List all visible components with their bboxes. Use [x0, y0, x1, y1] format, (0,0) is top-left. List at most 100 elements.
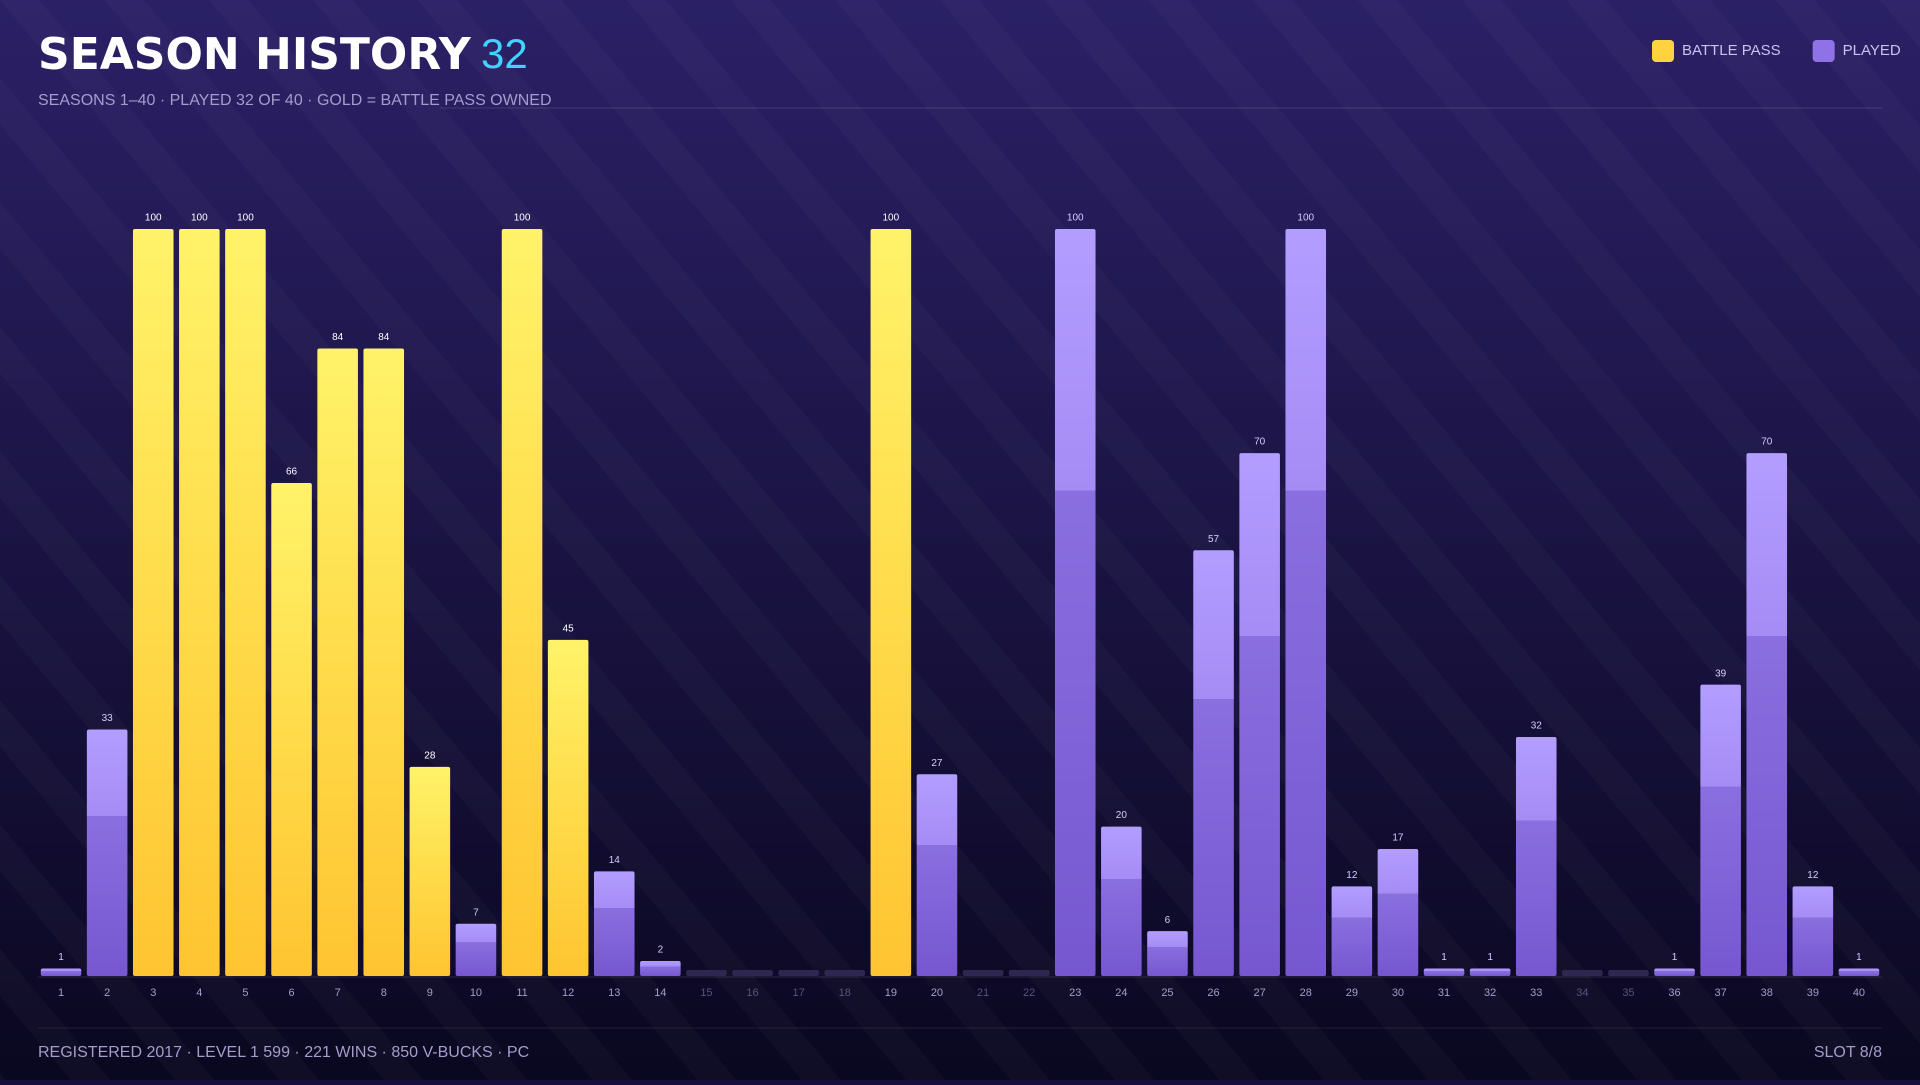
legend-label: PLAYED [1843, 42, 1901, 59]
value-label: 12 [1346, 870, 1358, 881]
bar-empty [824, 970, 866, 976]
x-tick-label: 14 [654, 987, 666, 999]
x-tick-label: 35 [1622, 987, 1634, 999]
value-label: 100 [145, 213, 162, 224]
x-tick-label: 4 [196, 987, 202, 999]
bar-empty [1608, 970, 1649, 976]
value-label: 20 [1116, 810, 1128, 821]
x-tick-label: 31 [1438, 987, 1450, 999]
x-tick-label: 38 [1761, 987, 1773, 999]
x-tick-label: 6 [288, 987, 294, 999]
x-tick-label: 37 [1715, 987, 1727, 999]
value-label: 28 [424, 750, 436, 761]
x-tick-label: 30 [1392, 987, 1404, 999]
bar [1792, 886, 1834, 976]
x-tick-label: 20 [931, 987, 943, 999]
subtitle: SEASONS 1–40 · PLAYED 32 OF 40 · GOLD = … [38, 92, 552, 109]
x-tick-label: 15 [700, 987, 712, 999]
x-tick-label: 33 [1530, 987, 1542, 999]
value-label: 6 [1165, 915, 1171, 926]
footer: REGISTERED 2017 · LEVEL 1 599 · 221 WINS… [38, 1044, 529, 1061]
bar [1654, 968, 1695, 976]
bar [1285, 229, 1327, 976]
bar-empty [962, 970, 1004, 976]
bar [1469, 968, 1511, 976]
value-label: 100 [514, 213, 531, 224]
value-label: 100 [1297, 213, 1314, 224]
title-count: 32 [481, 30, 528, 77]
legend-label: BATTLE PASS [1682, 42, 1781, 59]
x-tick-label: 22 [1023, 987, 1035, 999]
x-tick-label: 36 [1668, 987, 1680, 999]
bar [1515, 736, 1557, 976]
bar [225, 229, 266, 976]
value-label: 2 [658, 945, 664, 956]
x-tick-label: 11 [516, 987, 527, 999]
value-label: 100 [883, 213, 900, 224]
bar [1331, 886, 1373, 976]
value-label: 1 [1856, 952, 1862, 963]
value-label: 7 [473, 907, 479, 918]
x-tick-label: 28 [1300, 987, 1312, 999]
value-label: 70 [1254, 437, 1266, 448]
bar [1193, 550, 1234, 976]
bar [86, 729, 128, 976]
x-tick-label: 5 [242, 987, 248, 999]
bar [179, 229, 220, 976]
slot: SLOT 8/8 [1814, 1044, 1882, 1061]
bar [501, 229, 543, 976]
x-tick-label: 13 [608, 987, 620, 999]
value-label: 1 [1441, 952, 1447, 963]
value-label: 1 [1487, 952, 1493, 963]
x-tick-label: 18 [839, 987, 851, 999]
value-label: 1 [1672, 952, 1678, 963]
value-label: 14 [609, 855, 621, 866]
value-label: 45 [563, 623, 575, 634]
bar [1746, 453, 1788, 977]
value-label: 32 [1531, 721, 1543, 732]
value-label: 1 [58, 952, 64, 963]
value-label: 100 [237, 213, 254, 224]
bar [1377, 849, 1419, 976]
x-tick-label: 10 [470, 987, 482, 999]
bar [271, 482, 312, 976]
bar [40, 968, 82, 976]
value-label: 57 [1208, 534, 1220, 545]
bar [1147, 931, 1188, 976]
bar [916, 774, 958, 976]
title: SEASON HISTORY [38, 29, 472, 80]
bar-empty [686, 970, 727, 976]
x-tick-label: 24 [1115, 987, 1127, 999]
bar [547, 639, 589, 976]
bar [593, 871, 635, 976]
legend-swatch [1812, 40, 1835, 62]
bar [1101, 826, 1142, 976]
value-label: 12 [1807, 870, 1819, 881]
value-label: 27 [931, 758, 943, 769]
legend-swatch [1652, 40, 1674, 62]
x-tick-label: 16 [746, 987, 758, 999]
x-tick-label: 21 [977, 987, 989, 999]
value-label: 39 [1715, 668, 1727, 679]
bar-empty [732, 970, 773, 976]
x-tick-label: 12 [562, 987, 574, 999]
x-tick-label: 26 [1207, 987, 1219, 999]
x-tick-label: 1 [58, 987, 64, 999]
value-label: 84 [378, 332, 390, 343]
bar-empty [1008, 970, 1050, 976]
value-label: 70 [1761, 437, 1773, 448]
value-label: 17 [1392, 833, 1404, 844]
bar [363, 348, 405, 976]
bar-empty [1562, 970, 1603, 976]
bar [1423, 968, 1465, 976]
bar [455, 923, 497, 976]
legend: BATTLE PASS PLAYED [1652, 40, 1901, 62]
x-tick-label: 23 [1069, 987, 1081, 999]
value-label: 100 [191, 213, 208, 224]
x-tick-label: 2 [104, 987, 110, 999]
bar-empty [778, 970, 819, 976]
bar [1054, 229, 1096, 976]
bar [1239, 453, 1280, 977]
